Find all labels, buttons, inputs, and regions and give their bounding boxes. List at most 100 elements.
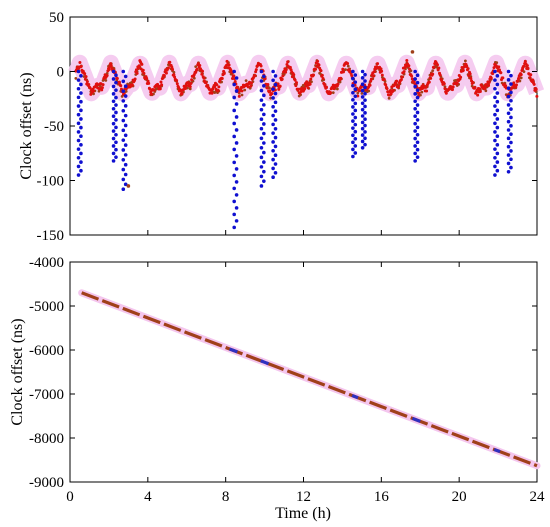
top-series-point-red: [85, 80, 89, 84]
top-dip-point: [353, 129, 358, 134]
top-series-point-red: [134, 68, 138, 72]
top-series-point-red: [201, 69, 205, 73]
top-series-point-red: [270, 92, 274, 96]
top-dip-point: [271, 131, 275, 135]
top-series-point-brown: [463, 59, 467, 63]
top-dip-point: [114, 133, 118, 137]
bottom-y-tick-label: -8000: [29, 431, 64, 447]
top-dip-point: [273, 126, 278, 131]
top-series-point-brown: [420, 90, 424, 94]
top-series-point-red: [514, 83, 518, 87]
top-x-axis-ticks: [69, 17, 538, 235]
top-dip-point: [506, 103, 511, 107]
top-dip-point: [123, 153, 128, 157]
top-dip-point: [271, 78, 275, 83]
top-series-point-red: [451, 85, 455, 89]
bottom-x-tick-label: 12: [296, 489, 311, 505]
top-dip-point: [351, 98, 355, 102]
top-dip-point: [123, 143, 128, 147]
top-series-point-red: [321, 77, 325, 81]
top-series-point-red: [213, 85, 217, 89]
top-dip-point: [114, 103, 118, 107]
top-series-point-red: [450, 88, 454, 92]
top-series-point-red: [306, 86, 310, 90]
top-dip-point: [360, 146, 365, 150]
top-dip-point: [232, 121, 236, 126]
top-series-point-red: [400, 75, 404, 79]
bottom-x-tick-label: 20: [452, 489, 467, 505]
top-series-point-red: [237, 94, 241, 98]
top-dip-point: [234, 167, 239, 171]
top-dip-point: [413, 92, 417, 96]
top-dip-point: [234, 180, 239, 184]
top-series-point-red: [389, 92, 393, 96]
top-dip-point: [123, 133, 128, 138]
top-series-point-red: [532, 82, 536, 86]
top-series-point-brown: [98, 84, 102, 88]
top-series-point-red: [189, 81, 193, 85]
top-series-point-red: [504, 84, 508, 88]
top-series-point-red: [431, 72, 435, 76]
top-dip-point: [76, 164, 81, 169]
top-series-point-red: [499, 71, 503, 75]
top-series-point-red: [84, 75, 88, 79]
top-series-point-red: [368, 83, 372, 87]
top-series-point-red: [117, 80, 121, 84]
top-series-point-red: [437, 66, 441, 70]
top-dip-point: [360, 76, 365, 80]
top-dip-point: [273, 100, 278, 105]
top-dip-point: [114, 73, 118, 78]
top-dip-point: [271, 122, 275, 127]
top-dip-point: [506, 169, 511, 174]
top-dip-point: [363, 85, 367, 90]
top-series-point-red: [142, 71, 146, 75]
top-series-point-red: [222, 71, 226, 75]
top-series-point-red: [172, 73, 176, 77]
top-dip-point: [271, 87, 275, 91]
top-dip-point: [232, 82, 236, 87]
top-dip-point: [234, 206, 239, 210]
top-series-point-red: [407, 64, 411, 68]
top-series-point-red: [294, 81, 298, 85]
top-series-point-red: [79, 64, 83, 68]
top-series-point-red: [217, 85, 221, 89]
top-dip-point: [360, 82, 365, 87]
top-dip-point: [76, 138, 81, 143]
top-series-point-red: [83, 77, 87, 81]
top-series-point-red: [410, 74, 414, 78]
bottom-panel: -4000 -5000 -6000 -7000 -8000 -9000 0 4 8 12 16 20…: [9, 255, 545, 522]
top-y-axis-ticks: 50 0 -50 -100 -150: [37, 10, 537, 244]
top-series-point-red: [168, 60, 172, 64]
top-dip-point: [271, 157, 275, 162]
top-dip-point: [273, 82, 278, 87]
top-series-point-brown: [335, 87, 339, 91]
top-series-point-red: [136, 66, 140, 70]
top-series-point-red: [442, 82, 446, 86]
bottom-blue-segment: [228, 347, 238, 354]
bottom-y-tick-label: -6000: [29, 343, 64, 359]
top-series-point-red: [535, 94, 539, 98]
top-dip-point: [234, 219, 239, 223]
top-dip-point: [114, 110, 118, 115]
top-dip-point: [363, 142, 367, 147]
top-dip-point: [351, 126, 355, 130]
top-dip-point: [353, 87, 358, 92]
top-series-point-red: [525, 64, 529, 68]
bottom-y-axis-label: Clock offset (ns): [9, 318, 26, 425]
top-dip-point: [262, 169, 266, 174]
top-dip-point: [413, 99, 417, 104]
top-dip-point: [79, 82, 83, 87]
top-series-point-red: [487, 84, 491, 88]
top-dip-point: [114, 118, 118, 122]
top-dip-point: [493, 121, 497, 126]
bottom-y-tick-label: -4000: [29, 255, 64, 271]
top-dip-point: [493, 164, 497, 169]
top-series-point-brown: [97, 89, 101, 93]
top-dip-point: [76, 173, 81, 177]
top-dip-point: [262, 141, 266, 145]
top-dip-point: [79, 168, 83, 173]
top-dip-point: [79, 99, 83, 104]
top-dip-point: [121, 128, 126, 133]
top-series-point-red: [435, 63, 439, 67]
top-dip-point: [76, 95, 81, 100]
